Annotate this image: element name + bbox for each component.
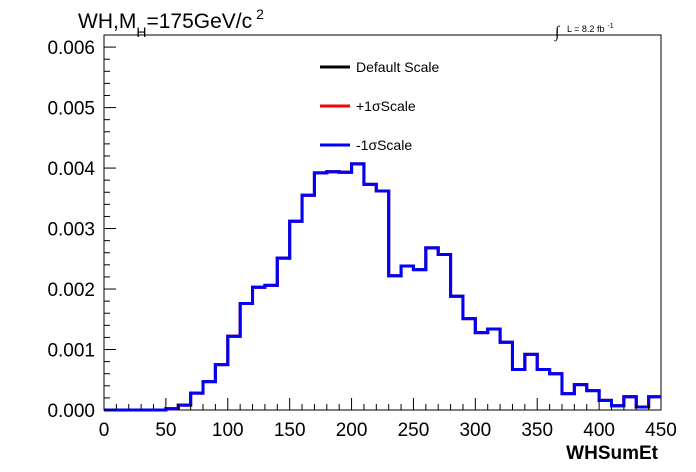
series-line-2 (104, 162, 661, 412)
title-superscript: 2 (256, 6, 264, 22)
y-tick-label: 0.002 (47, 280, 95, 301)
title-main: WH,M (78, 10, 136, 33)
x-tick-label: 200 (336, 420, 368, 441)
lumi-label: L = 8.2 fb -1 (567, 23, 614, 34)
y-tick-label: 0.005 (47, 99, 95, 120)
chart-title: WH,MH=175GeV/c 2 (78, 6, 264, 40)
legend-label-2: +1σScale (356, 98, 416, 114)
x-tick-label: 100 (212, 420, 244, 441)
y-tick-label: 0.000 (47, 401, 95, 422)
y-tick-label: 0.003 (47, 220, 95, 241)
title-subscript: H (136, 24, 146, 40)
legend-label-1: Default Scale (356, 59, 439, 75)
lumi-text: L = 8.2 fb (567, 24, 604, 34)
x-tick-label: 350 (521, 420, 553, 441)
x-tick-label: 450 (645, 420, 677, 441)
x-tick-label: 400 (583, 420, 615, 441)
x-tick-label: 0 (99, 420, 110, 441)
x-tick-label: 300 (459, 420, 491, 441)
lumi-superscript: -1 (607, 23, 613, 30)
x-tick-label: 250 (398, 420, 430, 441)
title-rest: =175GeV/c (146, 10, 252, 33)
legend: Default Scale +1σScale -1σScale (320, 59, 439, 153)
y-tick-label: 0.001 (47, 341, 95, 362)
axes-layer: 0 50 100 150 200 250 300 350 400 450 0.000 0.001 0.0… (47, 34, 677, 441)
x-axis-label: WHSumEt (566, 443, 659, 464)
legend-label-3: -1σScale (356, 137, 412, 153)
lumi-integral-sign: ∫ (554, 24, 561, 42)
series-line-3 (104, 162, 661, 412)
series-line-1 (104, 162, 661, 412)
plot-frame (103, 34, 662, 411)
x-tick-label: 50 (155, 420, 176, 441)
y-tick-label: 0.004 (47, 159, 95, 180)
x-tick-label: 150 (274, 420, 306, 441)
series-layer (104, 162, 661, 412)
y-tick-label: 0.006 (47, 38, 95, 59)
plot-area (103, 34, 662, 411)
